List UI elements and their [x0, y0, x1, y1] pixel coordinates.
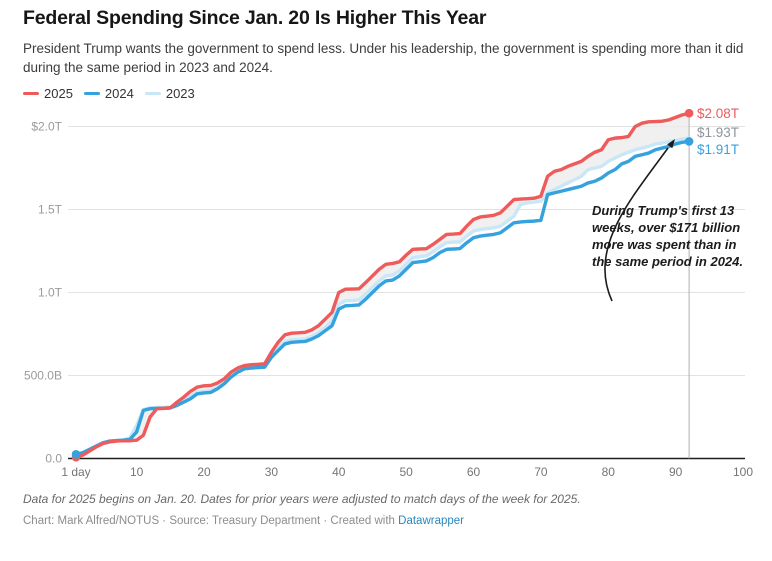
- x-axis-label: 1 day: [61, 465, 90, 479]
- chart-annotation: During Trump's first 13 weeks, over $171…: [592, 203, 744, 269]
- legend-swatch-2024: [83, 91, 100, 96]
- legend-label-2025: 2025: [44, 86, 73, 101]
- chart-title: Federal Spending Since Jan. 20 Is Higher…: [23, 7, 487, 29]
- end-label-2024: $1.91T: [697, 142, 740, 157]
- chart-description: President Trump wants the government to …: [23, 41, 744, 76]
- x-axis-label: 30: [265, 465, 279, 479]
- y-axis-label: 1.5T: [38, 203, 63, 217]
- x-axis-label: 80: [602, 465, 616, 479]
- annotation-arrowhead: [667, 139, 675, 149]
- legend-item-2025: 2025: [23, 86, 73, 101]
- end-dot-2024: [684, 137, 694, 146]
- legend-swatch-2025: [23, 91, 39, 96]
- legend-label-2023: 2023: [165, 86, 195, 101]
- byline: Chart: Mark Alfred/NOTUS · Source: Treas…: [23, 515, 464, 527]
- legend-item-2023: 2023: [144, 86, 195, 101]
- x-axis-label: 10: [130, 465, 144, 479]
- x-axis-label: 40: [332, 465, 346, 479]
- legend: 2025 2024 2023: [23, 86, 195, 101]
- datawrapper-link[interactable]: Datawrapper: [398, 515, 464, 527]
- end-label-2023: $1.93T: [697, 125, 740, 140]
- legend-swatch-2023: [144, 91, 161, 96]
- x-axis-label: 20: [197, 465, 211, 479]
- series-line-2025: [74, 111, 691, 459]
- end-label-2025: $2.08T: [697, 106, 740, 121]
- x-axis-label: 60: [467, 465, 481, 479]
- y-axis-label: 1.0T: [38, 286, 63, 300]
- footnote: Data for 2025 begins on Jan. 20. Dates f…: [23, 492, 581, 506]
- annotation-arrow: [604, 147, 669, 302]
- legend-label-2024: 2024: [104, 86, 134, 101]
- x-axis-label: 70: [534, 465, 548, 479]
- y-axis-label: $2.0T: [31, 120, 62, 134]
- x-axis-label: 50: [399, 465, 413, 479]
- legend-item-2024: 2024: [83, 86, 134, 101]
- y-axis-label: 0.0: [45, 452, 62, 466]
- byline-text: Chart: Mark Alfred/NOTUS · Source: Treas…: [23, 515, 399, 527]
- series-line-2024: [74, 139, 691, 457]
- x-axis-label: 100: [733, 465, 753, 479]
- y-axis-label: 500.0B: [24, 369, 62, 383]
- end-dot-2025: [684, 108, 694, 118]
- start-dot-2024: [71, 450, 81, 459]
- x-axis-label: 90: [669, 465, 683, 479]
